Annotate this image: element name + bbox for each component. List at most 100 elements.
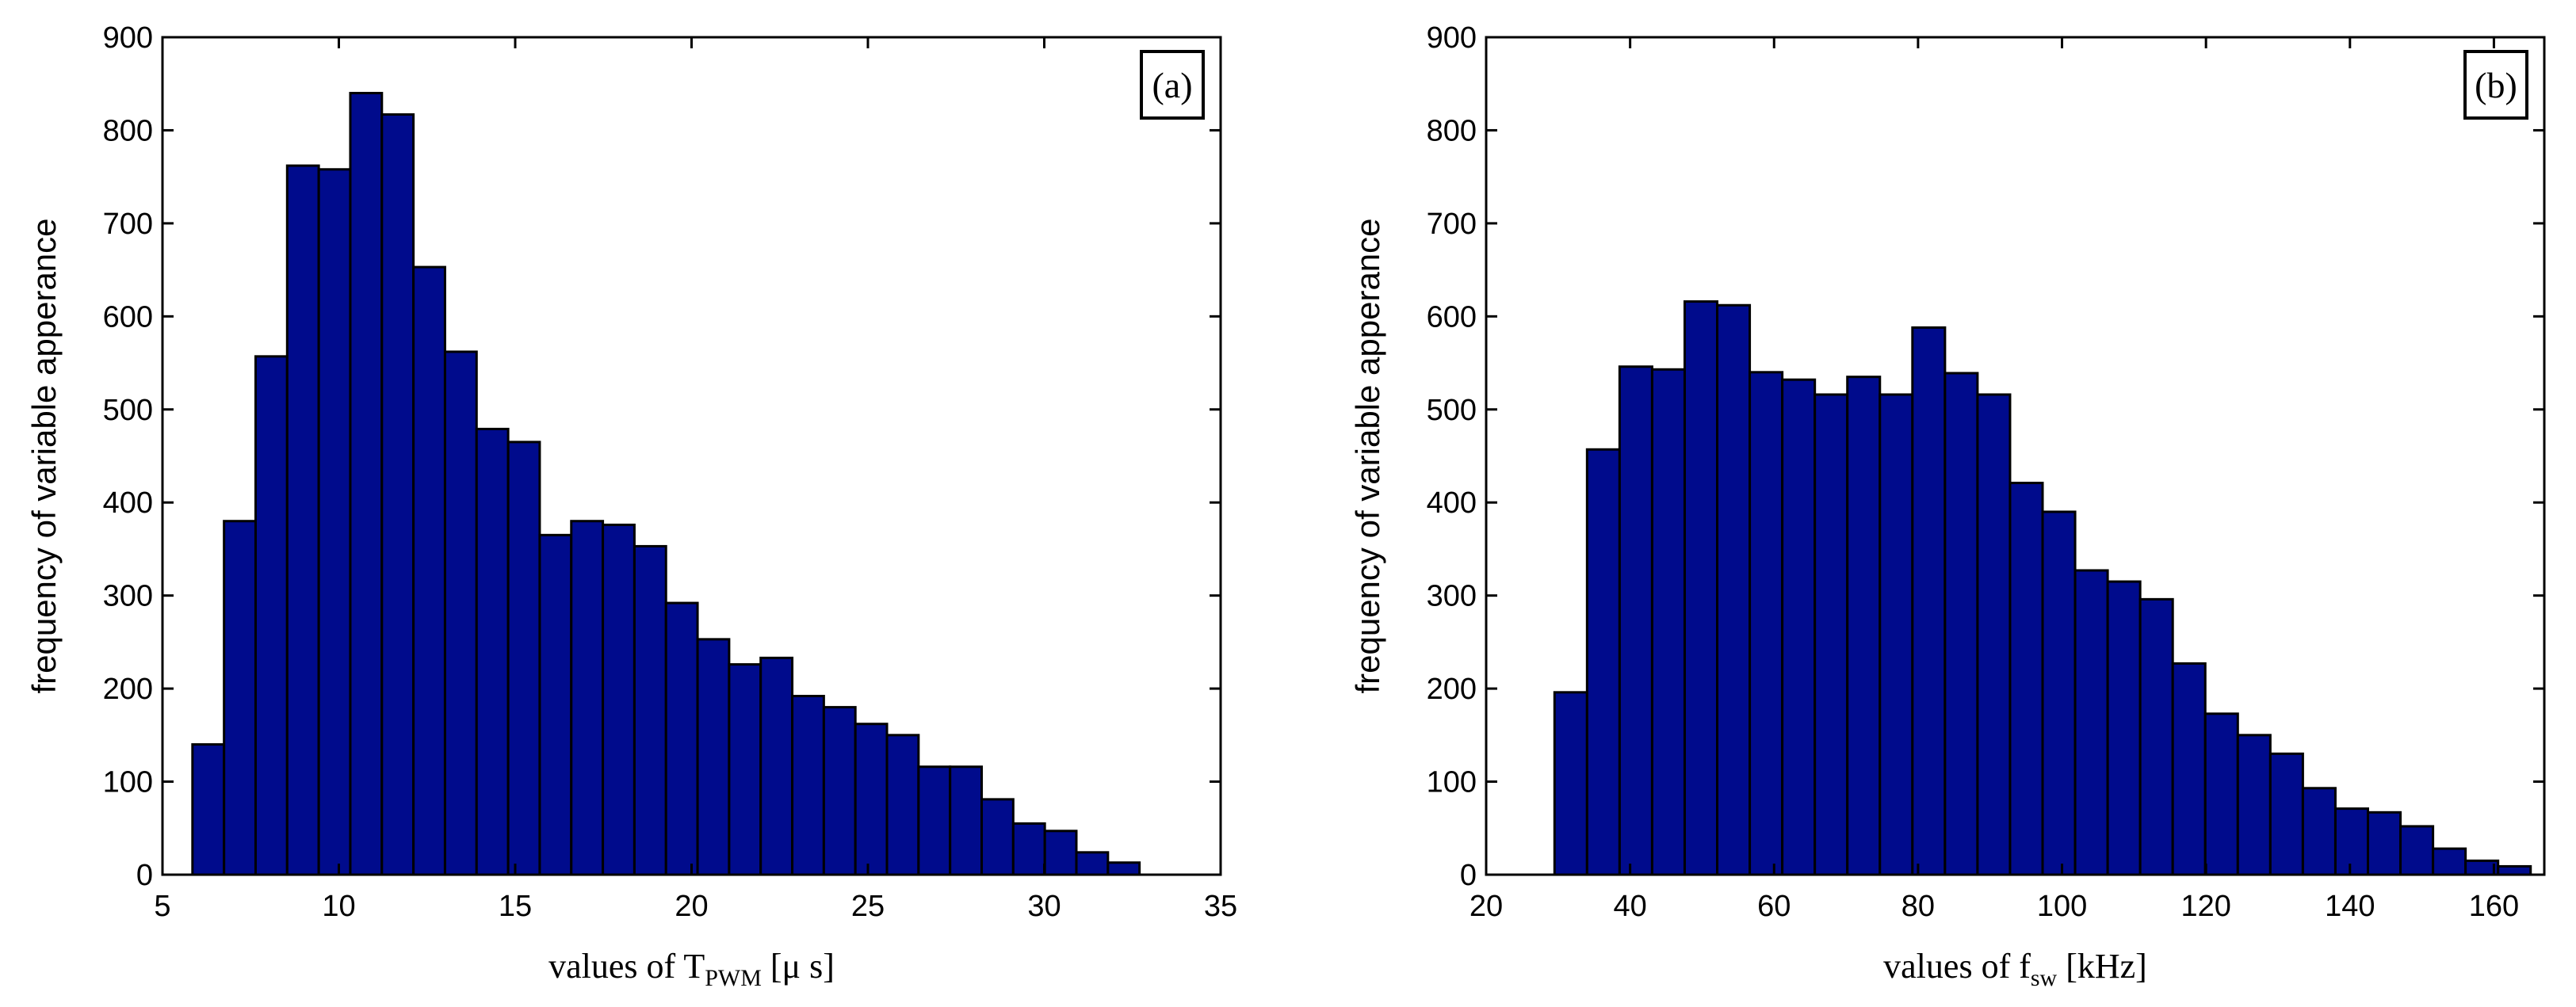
- histogram-bar: [1878, 393, 1914, 876]
- histogram-bar: [917, 765, 952, 876]
- histogram-bar: [1943, 372, 1979, 876]
- histogram-bar: [696, 638, 731, 876]
- histogram-bar: [1106, 861, 1141, 876]
- x-axis-title-prefix: values of T: [548, 947, 705, 986]
- histogram-bar: [254, 355, 289, 876]
- histogram-bar: [2268, 752, 2304, 876]
- x-tick-label: 10: [322, 890, 355, 923]
- histogram-bar: [506, 441, 541, 876]
- y-tick-label: 0: [1460, 859, 1477, 892]
- histogram-bar: [2008, 482, 2044, 876]
- histogram-bar: [728, 663, 762, 876]
- histogram-bar: [791, 695, 825, 876]
- histogram-bar: [1911, 326, 1947, 876]
- y-tick-label: 100: [103, 766, 153, 799]
- histogram-bar: [191, 743, 226, 876]
- histogram-panel-a: 5 10 15 20 25 30 35 0 100 200 300 400 500 600 700 800 90…: [25, 21, 1237, 991]
- y-tick-label: 700: [103, 208, 153, 241]
- histogram-bar: [602, 523, 636, 876]
- histogram-bar: [949, 765, 984, 876]
- x-axis-title-subscript: PWM: [705, 965, 762, 991]
- histogram-bar: [980, 798, 1015, 876]
- panel-label-box: [1140, 50, 1205, 120]
- histogram-bar: [2138, 597, 2174, 876]
- histogram-bar: [2432, 847, 2467, 876]
- x-tick-label: 20: [675, 890, 708, 923]
- histogram-bar: [633, 544, 667, 876]
- x-tick-label: 160: [2469, 890, 2519, 923]
- histogram-bar: [443, 350, 478, 876]
- bars: [1553, 300, 2532, 876]
- histogram-bar: [538, 533, 573, 876]
- histogram-bar: [1618, 365, 1653, 876]
- histogram-bar: [412, 265, 446, 876]
- histogram-bar: [1716, 303, 1752, 876]
- bars: [191, 91, 1141, 876]
- histogram-bar: [1846, 376, 1882, 876]
- x-axis-title-unit: [μ s]: [762, 947, 835, 986]
- x-axis-title-subscript: sw: [2031, 965, 2058, 991]
- y-tick-label: 400: [103, 486, 153, 520]
- x-tick-label: 140: [2325, 890, 2375, 923]
- histogram-bar: [885, 734, 920, 876]
- histogram-bar: [854, 723, 889, 876]
- histogram-bar: [2497, 864, 2532, 876]
- y-tick-label: 600: [1427, 300, 1477, 334]
- histogram-bar: [1553, 691, 1588, 876]
- y-axis-title: frequency of variable apperance: [25, 218, 63, 693]
- y-tick-label: 900: [1427, 21, 1477, 55]
- histogram-bar: [664, 601, 699, 876]
- x-tick-label: 60: [1757, 890, 1791, 923]
- y-tick-label: 100: [1427, 766, 1477, 799]
- x-axis-title: values of TPWM [μ s]: [548, 947, 835, 991]
- histogram-bar: [285, 164, 320, 876]
- y-tick-label: 500: [1427, 394, 1477, 427]
- histogram-bar: [380, 113, 415, 876]
- x-tick-label: 30: [1027, 890, 1061, 923]
- histogram-bar: [2073, 569, 2109, 876]
- x-tick-label: 35: [1204, 890, 1237, 923]
- histogram-bar: [475, 427, 510, 876]
- x-tick-label: 15: [499, 890, 532, 923]
- x-axis-title: values of fsw [kHz]: [1883, 947, 2147, 991]
- y-tick-label: 300: [103, 580, 153, 613]
- histogram-bar: [2236, 734, 2272, 876]
- histogram-bar: [2367, 811, 2402, 876]
- y-axis-title: frequency of variable apperance: [1349, 218, 1386, 693]
- histogram-bar: [1075, 851, 1110, 876]
- x-tick-label: 20: [1470, 890, 1503, 923]
- histogram-bar: [822, 706, 857, 876]
- y-tick-label: 500: [103, 394, 153, 427]
- histogram-bar: [2333, 807, 2369, 876]
- x-tick-label: 100: [2037, 890, 2087, 923]
- histogram-bar: [2301, 787, 2337, 876]
- histogram-bar: [2203, 712, 2239, 876]
- histogram-bar: [349, 91, 384, 876]
- y-tick-label: 700: [1427, 208, 1477, 241]
- x-axis-title-unit: [kHz]: [2057, 947, 2147, 986]
- histogram-bar: [1011, 822, 1046, 876]
- histogram-bar: [1976, 393, 2012, 876]
- histogram-bar: [223, 520, 257, 876]
- y-tick-label: 800: [103, 114, 153, 147]
- panel-label: (b): [2475, 65, 2517, 105]
- x-axis-title-prefix: values of f: [1883, 947, 2031, 986]
- histogram-bar: [759, 656, 794, 876]
- histogram-bar: [317, 168, 352, 876]
- y-tick-label: 600: [103, 300, 153, 334]
- histogram-bar: [1043, 830, 1078, 876]
- plot-frame: [1485, 36, 2546, 876]
- panel-label: (a): [1152, 65, 1192, 105]
- x-tick-label: 40: [1613, 890, 1646, 923]
- x-tick-label: 5: [154, 890, 170, 923]
- y-tick-label: 900: [103, 21, 153, 55]
- histogram-bar: [1749, 371, 1784, 876]
- y-tick-label: 300: [1427, 580, 1477, 613]
- histogram-bar: [2171, 662, 2207, 876]
- y-tick-label: 200: [103, 673, 153, 706]
- y-tick-label: 400: [1427, 486, 1477, 520]
- histogram-bar: [2041, 510, 2077, 876]
- panel-label-box: [2463, 50, 2528, 120]
- histogram-bar: [1814, 393, 1849, 876]
- histogram-bar: [1683, 300, 1719, 876]
